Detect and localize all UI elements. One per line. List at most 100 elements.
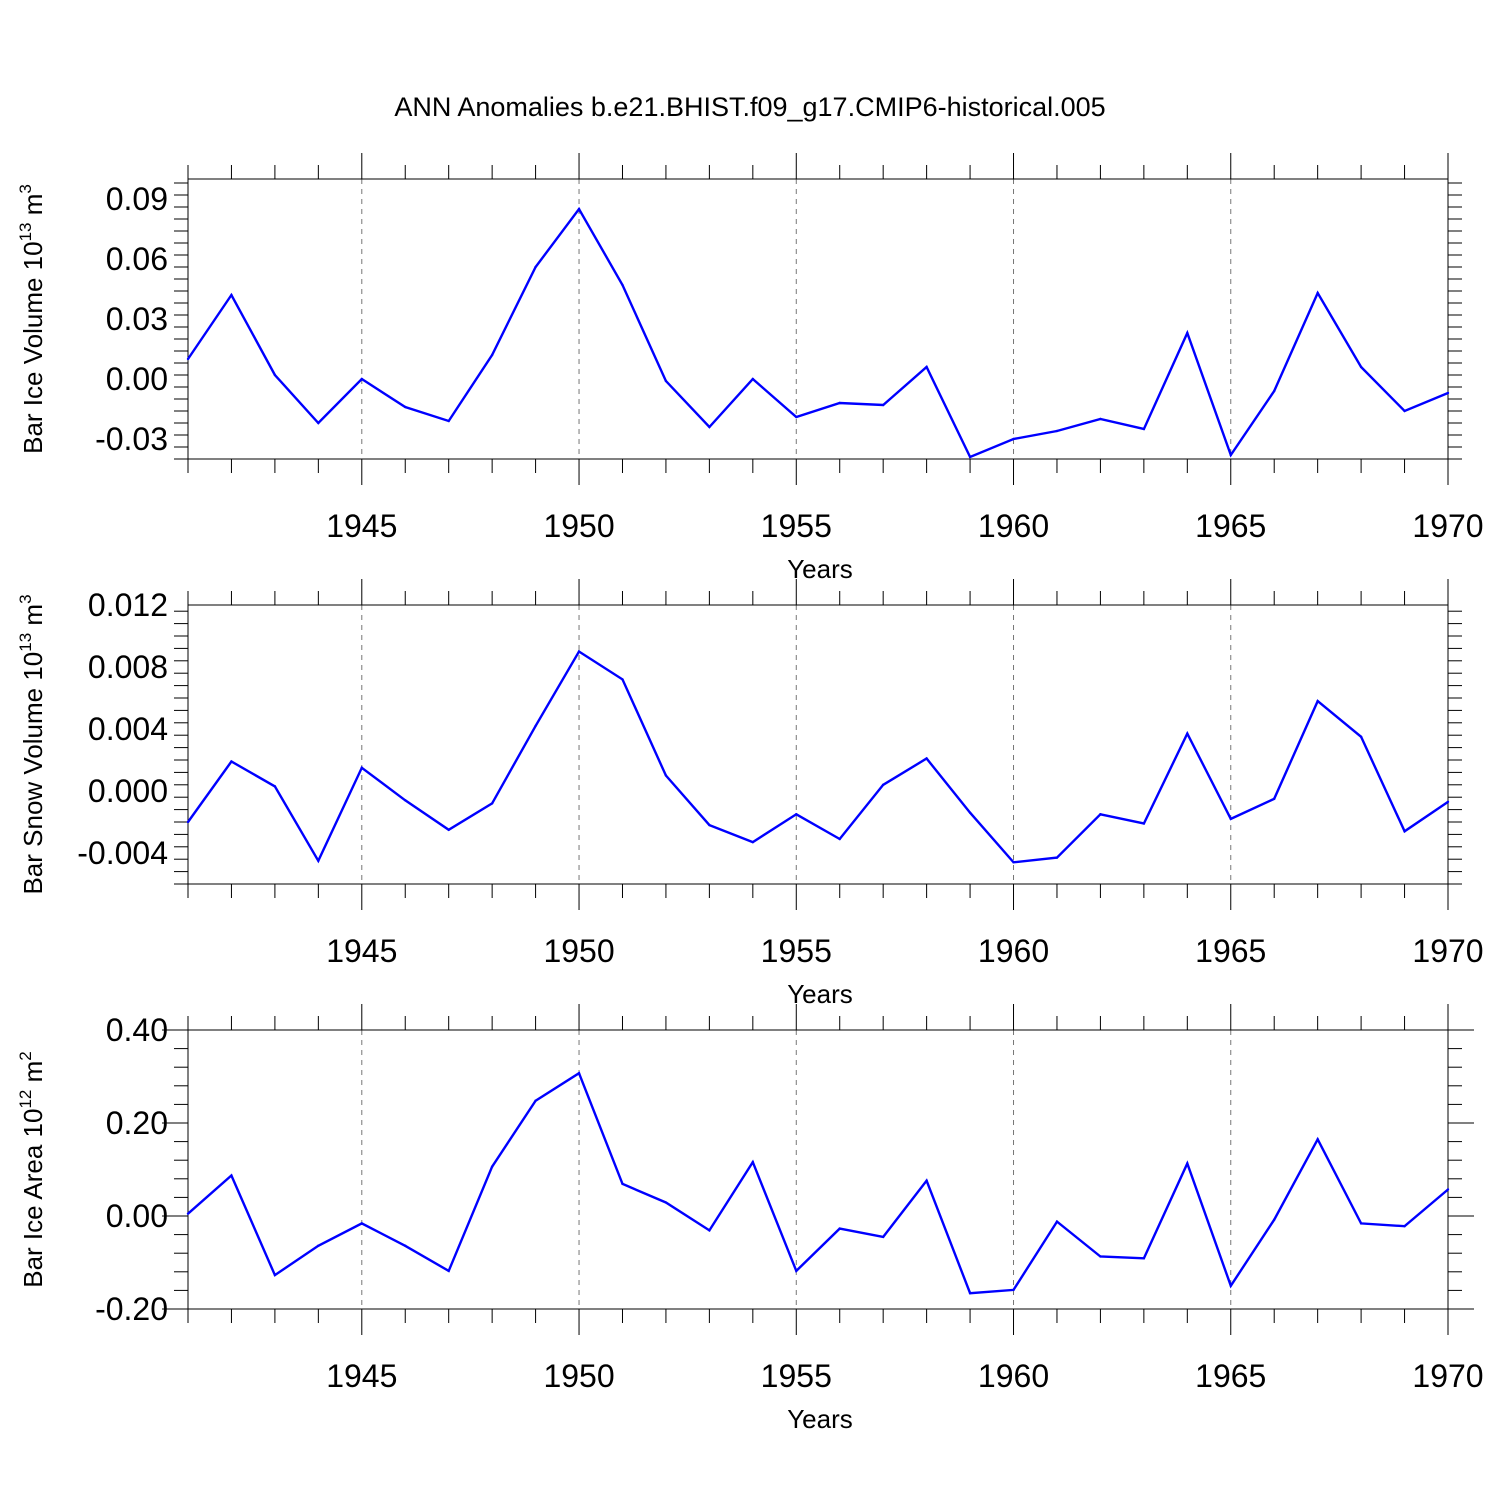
data-point bbox=[838, 1227, 841, 1230]
data-point bbox=[490, 1165, 494, 1168]
data-point bbox=[664, 774, 668, 777]
data-point bbox=[317, 421, 320, 425]
data-point bbox=[1359, 1222, 1363, 1225]
y-axis-label-exponent: 13 bbox=[16, 222, 35, 241]
data-point bbox=[708, 823, 711, 827]
y-tick-label: 0.004 bbox=[88, 711, 168, 747]
x-tick-label: 1945 bbox=[326, 508, 397, 544]
y-axis-label-text: Bar Ice Area 10 bbox=[18, 1109, 48, 1288]
figure-title: ANN Anomalies b.e21.BHIST.f09_g17.CMIP6-… bbox=[394, 92, 1105, 122]
data-point bbox=[1229, 453, 1232, 457]
data-point bbox=[621, 678, 624, 681]
data-point bbox=[1316, 291, 1319, 295]
data-point bbox=[490, 353, 494, 357]
data-point bbox=[881, 403, 885, 407]
data-point bbox=[186, 1212, 190, 1215]
x-tick-label: 1965 bbox=[1195, 1358, 1266, 1394]
data-point bbox=[1403, 1225, 1406, 1228]
data-point bbox=[708, 1229, 711, 1232]
y-axis-label-text: Bar Snow Volume 10 bbox=[18, 652, 48, 895]
y-tick-label: 0.09 bbox=[106, 181, 168, 217]
plot-frame bbox=[187, 604, 1449, 885]
data-point bbox=[881, 783, 885, 786]
data-point bbox=[925, 1179, 928, 1182]
data-point bbox=[838, 837, 841, 841]
data-point bbox=[1229, 817, 1232, 821]
data-point bbox=[838, 401, 841, 405]
y-axis-label-text: Bar Ice Volume 10 bbox=[18, 241, 48, 453]
data-point bbox=[273, 785, 277, 788]
y-tick-label: 0.06 bbox=[106, 241, 168, 277]
data-point bbox=[230, 293, 233, 297]
data-point bbox=[1186, 1162, 1189, 1165]
series-line bbox=[187, 1071, 1449, 1295]
x-axis-label: Years bbox=[787, 979, 853, 1009]
x-tick-label: 1960 bbox=[978, 508, 1049, 544]
data-point bbox=[1359, 365, 1363, 369]
data-point bbox=[1142, 822, 1146, 825]
data-point bbox=[1055, 1220, 1059, 1223]
data-point bbox=[1316, 699, 1319, 703]
plot-frame bbox=[187, 178, 1449, 460]
data-point bbox=[230, 1174, 233, 1177]
data-point bbox=[273, 373, 277, 377]
data-point bbox=[968, 1291, 972, 1295]
data-point bbox=[1273, 797, 1276, 800]
data-point bbox=[621, 283, 624, 287]
data-point bbox=[490, 802, 494, 805]
y-axis-label-unit-exponent: 3 bbox=[16, 184, 35, 193]
x-tick-label: 1970 bbox=[1412, 1358, 1483, 1394]
data-point bbox=[1316, 1138, 1319, 1141]
data-point bbox=[317, 1244, 320, 1247]
y-axis-label-exponent: 12 bbox=[16, 1090, 35, 1109]
x-tick-label: 1970 bbox=[1412, 508, 1483, 544]
chart-panel-2: 1945 1950 1955 1960 1965 1970 Years -0.004 0.000… bbox=[16, 579, 1484, 1009]
data-point bbox=[577, 207, 581, 211]
data-point bbox=[1446, 391, 1450, 395]
data-point bbox=[925, 365, 928, 369]
y-tick-label: 0.00 bbox=[106, 1198, 168, 1234]
y-axis-label: Bar Ice Volume 1013 m3 bbox=[16, 184, 48, 454]
data-point bbox=[664, 1201, 668, 1204]
data-point bbox=[404, 405, 407, 409]
data-point bbox=[186, 820, 190, 824]
data-point bbox=[751, 1160, 755, 1164]
x-tick-label: 1965 bbox=[1195, 933, 1266, 969]
x-tick-label: 1945 bbox=[326, 933, 397, 969]
y-tick-label: 0.00 bbox=[106, 361, 168, 397]
x-tick-label: 1955 bbox=[761, 508, 832, 544]
y-axis-label: Bar Snow Volume 1013 m3 bbox=[16, 594, 48, 894]
data-point bbox=[1012, 861, 1015, 864]
data-point bbox=[664, 379, 668, 383]
data-point bbox=[534, 724, 537, 728]
data-point bbox=[577, 650, 581, 653]
data-point bbox=[404, 1244, 407, 1247]
y-tick-label: -0.004 bbox=[77, 835, 168, 871]
y-axis-label-unit: m bbox=[18, 194, 48, 223]
x-tick-label: 1970 bbox=[1412, 933, 1483, 969]
data-point bbox=[1012, 437, 1015, 441]
data-point bbox=[273, 1273, 277, 1277]
data-point bbox=[1273, 389, 1276, 393]
y-axis-label-unit: m bbox=[18, 604, 48, 633]
data-point bbox=[1403, 409, 1406, 413]
y-tick-label: -0.20 bbox=[95, 1291, 168, 1327]
x-axis-label: Years bbox=[787, 554, 853, 584]
data-point bbox=[1359, 735, 1363, 738]
data-point bbox=[925, 757, 928, 760]
chart-panel-3: 1945 1950 1955 1960 1965 1970 Years -0.20 0.00 0.… bbox=[16, 1004, 1484, 1434]
data-point bbox=[1186, 331, 1189, 335]
data-point bbox=[1055, 856, 1059, 859]
data-point bbox=[1186, 732, 1189, 735]
y-tick-label: 0.008 bbox=[88, 649, 168, 685]
y-tick-label: 0.20 bbox=[106, 1105, 168, 1141]
data-point bbox=[447, 419, 450, 423]
x-axis-label: Years bbox=[787, 1404, 853, 1434]
data-point bbox=[534, 1099, 537, 1102]
data-point bbox=[1446, 800, 1450, 804]
data-point bbox=[360, 1222, 363, 1225]
y-axis-label-unit-exponent: 3 bbox=[16, 594, 35, 603]
data-point bbox=[447, 828, 450, 831]
data-point bbox=[751, 377, 755, 381]
